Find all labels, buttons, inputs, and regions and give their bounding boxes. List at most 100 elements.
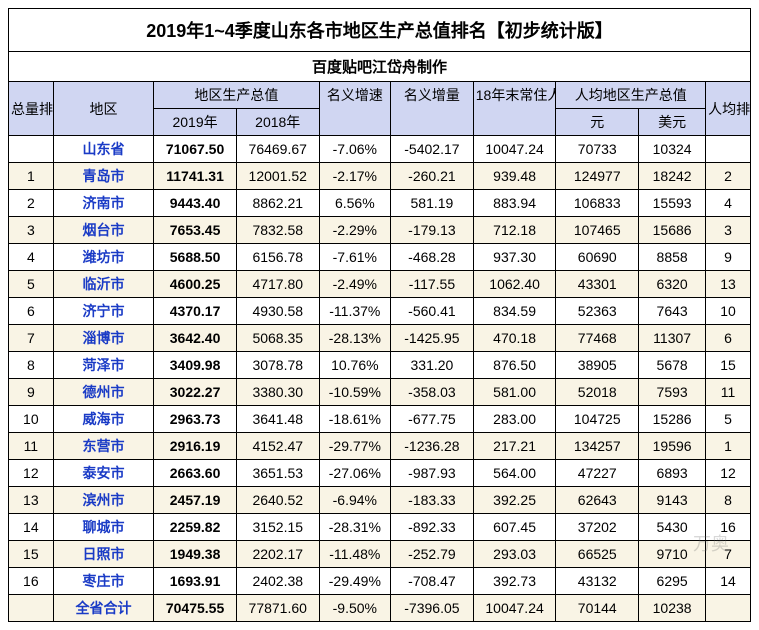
cell-usd: 15686 xyxy=(639,217,706,244)
cell-gdp2019: 9443.40 xyxy=(154,190,237,217)
cell-prank: 16 xyxy=(706,514,751,541)
cell-pop: 607.45 xyxy=(473,514,556,541)
cell-inc: -468.28 xyxy=(391,244,474,271)
cell-prank: 13 xyxy=(706,271,751,298)
cell-region: 菏泽市 xyxy=(53,352,154,379)
cell-inc: -260.21 xyxy=(391,163,474,190)
cell-prank: 1 xyxy=(706,433,751,460)
cell-cny: 124977 xyxy=(556,163,639,190)
cell-gdp2019: 3642.40 xyxy=(154,325,237,352)
hdr-inc2: 名义增量 xyxy=(391,109,474,136)
title: 2019年1~4季度山东各市地区生产总值排名【初步统计版】 xyxy=(9,9,751,52)
cell-rate: -28.31% xyxy=(319,514,391,541)
cell-rank: 5 xyxy=(9,271,54,298)
cell-gdp2019: 4370.17 xyxy=(154,298,237,325)
cell-gdp2019: 7653.45 xyxy=(154,217,237,244)
cell-usd: 6320 xyxy=(639,271,706,298)
cell-pop: 581.00 xyxy=(473,379,556,406)
table-row: 15日照市1949.382202.17-11.48%-252.79293.036… xyxy=(9,541,751,568)
cell-cny: 62643 xyxy=(556,487,639,514)
cell-rank: 13 xyxy=(9,487,54,514)
cell-prank: 4 xyxy=(706,190,751,217)
cell-gdp2018: 3078.78 xyxy=(236,352,319,379)
cell-cny: 134257 xyxy=(556,433,639,460)
cell-region: 滨州市 xyxy=(53,487,154,514)
cell-gdp2018: 77871.60 xyxy=(236,595,319,622)
cell-gdp2019: 11741.31 xyxy=(154,163,237,190)
table-row: 7淄博市3642.405068.35-28.13%-1425.95470.187… xyxy=(9,325,751,352)
cell-gdp2019: 1949.38 xyxy=(154,541,237,568)
cell-pop: 939.48 xyxy=(473,163,556,190)
cell-inc: -117.55 xyxy=(391,271,474,298)
cell-pop: 564.00 xyxy=(473,460,556,487)
cell-usd: 15593 xyxy=(639,190,706,217)
cell-cny: 104725 xyxy=(556,406,639,433)
table-row: 12泰安市2663.603651.53-27.06%-987.93564.004… xyxy=(9,460,751,487)
cell-gdp2019: 4600.25 xyxy=(154,271,237,298)
cell-gdp2019: 2457.19 xyxy=(154,487,237,514)
cell-region: 日照市 xyxy=(53,541,154,568)
cell-usd: 15286 xyxy=(639,406,706,433)
cell-rate: -2.17% xyxy=(319,163,391,190)
cell-gdp2018: 12001.52 xyxy=(236,163,319,190)
cell-inc: -708.47 xyxy=(391,568,474,595)
cell-gdp2018: 6156.78 xyxy=(236,244,319,271)
cell-prank: 15 xyxy=(706,352,751,379)
cell-inc: -7396.05 xyxy=(391,595,474,622)
cell-gdp2019: 2963.73 xyxy=(154,406,237,433)
cell-gdp2018: 3380.30 xyxy=(236,379,319,406)
cell-rate: -28.13% xyxy=(319,325,391,352)
cell-inc: -1425.95 xyxy=(391,325,474,352)
cell-usd: 6893 xyxy=(639,460,706,487)
hdr-pop2: 18年末常住人口 xyxy=(473,109,556,136)
cell-pop: 217.21 xyxy=(473,433,556,460)
cell-inc: 581.19 xyxy=(391,190,474,217)
cell-rank: 6 xyxy=(9,298,54,325)
cell-inc: -179.13 xyxy=(391,217,474,244)
cell-region: 山东省 xyxy=(53,136,154,163)
hdr-rank-percap: 人均排名 xyxy=(706,82,751,136)
cell-pop: 876.50 xyxy=(473,352,556,379)
cell-inc: -183.33 xyxy=(391,487,474,514)
cell-region: 聊城市 xyxy=(53,514,154,541)
table-row: 6济宁市4370.174930.58-11.37%-560.41834.5952… xyxy=(9,298,751,325)
cell-cny: 106833 xyxy=(556,190,639,217)
cell-pop: 470.18 xyxy=(473,325,556,352)
cell-inc: -252.79 xyxy=(391,541,474,568)
cell-region: 青岛市 xyxy=(53,163,154,190)
cell-rank: 3 xyxy=(9,217,54,244)
cell-prank: 2 xyxy=(706,163,751,190)
cell-cny: 66525 xyxy=(556,541,639,568)
cell-prank: 11 xyxy=(706,379,751,406)
cell-usd: 6295 xyxy=(639,568,706,595)
hdr-percap-cny: 元 xyxy=(556,109,639,136)
cell-cny: 52363 xyxy=(556,298,639,325)
cell-gdp2019: 2663.60 xyxy=(154,460,237,487)
cell-rank: 1 xyxy=(9,163,54,190)
cell-pop: 1062.40 xyxy=(473,271,556,298)
cell-prank: 3 xyxy=(706,217,751,244)
cell-prank: 5 xyxy=(706,406,751,433)
cell-region: 临沂市 xyxy=(53,271,154,298)
cell-prank: 9 xyxy=(706,244,751,271)
cell-inc: -677.75 xyxy=(391,406,474,433)
cell-usd: 7643 xyxy=(639,298,706,325)
cell-cny: 107465 xyxy=(556,217,639,244)
hdr-rate: 名义增速 xyxy=(319,82,391,109)
hdr-gdp-group: 地区生产总值 xyxy=(154,82,319,109)
cell-gdp2019: 71067.50 xyxy=(154,136,237,163)
cell-rate: -6.94% xyxy=(319,487,391,514)
cell-usd: 9710 xyxy=(639,541,706,568)
cell-prank: 7 xyxy=(706,541,751,568)
cell-prank: 8 xyxy=(706,487,751,514)
cell-gdp2019: 1693.91 xyxy=(154,568,237,595)
cell-cny: 43301 xyxy=(556,271,639,298)
cell-region: 威海市 xyxy=(53,406,154,433)
subtitle: 百度贴吧江岱舟制作 xyxy=(9,52,751,82)
hdr-inc: 名义增量 xyxy=(391,82,474,109)
cell-usd: 5678 xyxy=(639,352,706,379)
hdr-gdp-2019: 2019年 xyxy=(154,109,237,136)
table-row: 16枣庄市1693.912402.38-29.49%-708.47392.734… xyxy=(9,568,751,595)
cell-gdp2018: 76469.67 xyxy=(236,136,319,163)
cell-rate: -7.06% xyxy=(319,136,391,163)
